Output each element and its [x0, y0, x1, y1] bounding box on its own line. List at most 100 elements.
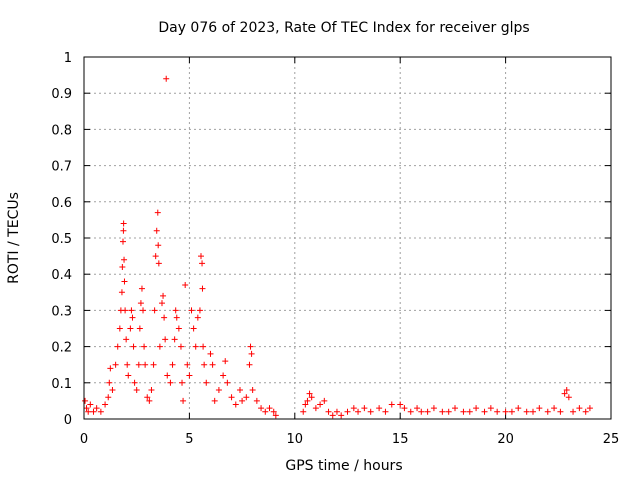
data-point	[152, 253, 159, 260]
data-point	[586, 405, 593, 412]
data-point	[119, 263, 126, 270]
data-point	[430, 405, 437, 412]
data-point	[121, 278, 128, 285]
data-point	[164, 372, 171, 379]
data-point	[135, 361, 142, 368]
data-point	[215, 387, 222, 394]
data-point	[376, 405, 383, 412]
y-tick-label: 0.8	[51, 123, 72, 138]
data-point	[180, 397, 187, 404]
data-point	[201, 361, 208, 368]
data-point	[131, 379, 138, 386]
data-point	[325, 408, 332, 415]
data-point	[382, 408, 389, 415]
data-point	[105, 394, 112, 401]
data-point	[141, 343, 148, 350]
data-point	[158, 300, 165, 307]
data-point	[122, 307, 129, 314]
data-point	[163, 75, 170, 82]
plot-frame	[83, 56, 612, 420]
data-point	[211, 397, 218, 404]
data-point	[466, 408, 473, 415]
y-tick-label: 1	[64, 51, 72, 66]
data-point	[367, 408, 374, 415]
data-point	[439, 408, 446, 415]
data-point	[155, 242, 162, 249]
y-axis-title: ROTI / TECUs	[6, 192, 22, 284]
data-point	[171, 336, 178, 343]
data-point	[203, 379, 210, 386]
x-tick-label: 10	[287, 432, 304, 447]
data-point	[247, 343, 254, 350]
data-point	[209, 361, 216, 368]
data-point	[302, 401, 309, 408]
data-point	[262, 408, 269, 415]
y-tick-label: 0.3	[51, 304, 72, 319]
data-point	[565, 394, 572, 401]
y-tick-label: 0.1	[51, 377, 72, 392]
x-tick-label: 25	[603, 432, 620, 447]
data-point	[344, 408, 351, 415]
data-point	[184, 361, 191, 368]
data-point	[582, 408, 589, 415]
tick-layer	[83, 56, 612, 420]
data-point	[561, 390, 568, 397]
data-point	[142, 361, 149, 368]
data-point	[481, 408, 488, 415]
data-point	[300, 408, 307, 415]
data-point	[146, 397, 153, 404]
data-point	[270, 408, 277, 415]
data-point	[129, 314, 136, 321]
data-point	[321, 397, 328, 404]
data-point	[93, 405, 100, 412]
data-point	[162, 336, 169, 343]
data-point	[308, 394, 315, 401]
data-point	[418, 408, 425, 415]
data-point	[154, 209, 161, 216]
data-point	[424, 408, 431, 415]
data-point	[248, 350, 255, 357]
data-point	[144, 394, 151, 401]
x-tick-label: 15	[392, 432, 409, 447]
data-point	[361, 405, 368, 412]
y-tick-label: 0.9	[51, 87, 72, 102]
data-point	[148, 387, 155, 394]
data-point	[445, 408, 452, 415]
y-tick-label: 0.6	[51, 196, 72, 211]
data-point	[338, 412, 345, 419]
data-point	[452, 405, 459, 412]
data-point	[127, 325, 134, 332]
data-point	[530, 408, 537, 415]
data-point	[109, 387, 116, 394]
x-tick-label: 20	[497, 432, 514, 447]
y-tick-label: 0.2	[51, 341, 72, 356]
data-point	[388, 401, 395, 408]
data-point	[151, 307, 158, 314]
data-point	[576, 405, 583, 412]
data-point	[536, 405, 543, 412]
data-point	[236, 387, 243, 394]
data-point	[133, 387, 140, 394]
data-point	[119, 238, 126, 245]
data-point	[401, 405, 408, 412]
data-point	[137, 300, 144, 307]
data-point	[312, 405, 319, 412]
data-point	[87, 401, 94, 408]
data-point	[118, 289, 125, 296]
data-points	[82, 75, 593, 419]
x-tick-label: 0	[80, 432, 88, 447]
data-point	[123, 336, 130, 343]
data-point	[120, 227, 127, 234]
data-point	[473, 405, 480, 412]
data-point	[224, 379, 231, 386]
data-point	[487, 405, 494, 412]
data-point	[179, 379, 186, 386]
data-point	[140, 307, 147, 314]
data-point	[172, 307, 179, 314]
data-point	[200, 343, 207, 350]
y-tick-label: 0.5	[51, 232, 72, 247]
data-point	[355, 408, 362, 415]
y-tick-label: 0	[64, 413, 72, 428]
data-point	[350, 405, 357, 412]
data-point	[124, 361, 131, 368]
